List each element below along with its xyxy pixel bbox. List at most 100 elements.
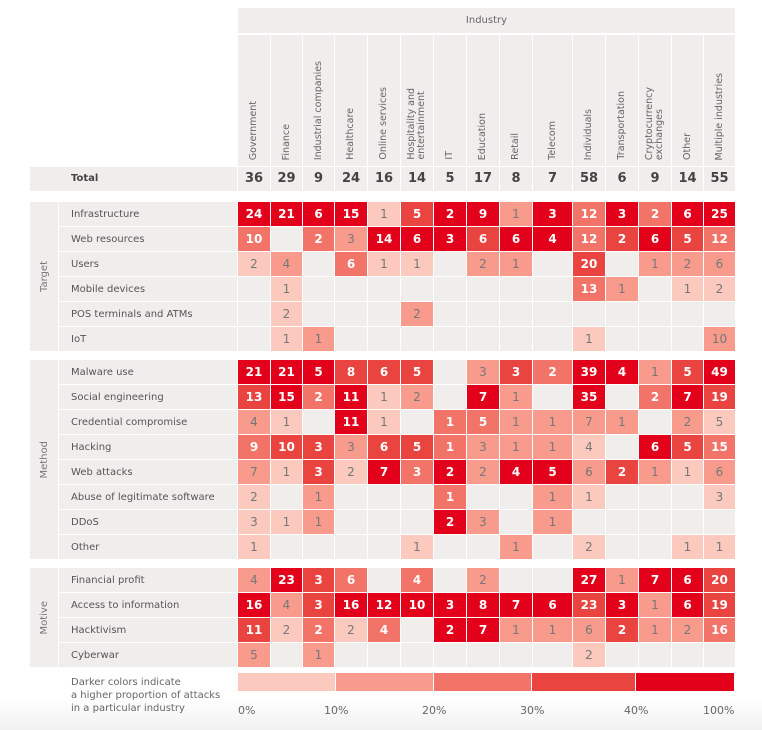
column-header: Government bbox=[238, 35, 270, 166]
heatmap-cell: 27 bbox=[573, 568, 605, 592]
heatmap-cell bbox=[401, 277, 433, 301]
row-label: Hacking bbox=[59, 435, 237, 459]
heatmap-cell: 6 bbox=[303, 202, 334, 226]
heatmap-cell: 1 bbox=[401, 252, 433, 276]
heatmap-cell: 1 bbox=[533, 410, 572, 434]
heatmap-cell bbox=[434, 535, 466, 559]
total-value: 14 bbox=[672, 167, 703, 191]
row-label: Users bbox=[59, 252, 237, 276]
heatmap-cell bbox=[238, 327, 270, 351]
heatmap-cell bbox=[467, 643, 499, 667]
heatmap-cell: 6 bbox=[672, 568, 703, 592]
heatmap-cell: 19 bbox=[704, 593, 735, 617]
column-header: Education bbox=[467, 35, 499, 166]
heatmap-cell: 1 bbox=[606, 277, 638, 301]
column-header-label: Transportation bbox=[616, 91, 627, 160]
heatmap-cell: 3 bbox=[500, 360, 532, 384]
heatmap-cell bbox=[639, 302, 671, 326]
heatmap-cell bbox=[434, 385, 466, 409]
heatmap-cell: 1 bbox=[606, 410, 638, 434]
legend-swatch bbox=[434, 673, 531, 691]
legend-swatch bbox=[636, 673, 734, 691]
heatmap-cell: 8 bbox=[467, 593, 499, 617]
column-header: Retail bbox=[500, 35, 532, 166]
heatmap-cell: 12 bbox=[573, 202, 605, 226]
row-label: Web attacks bbox=[59, 460, 237, 484]
heatmap-cell: 1 bbox=[434, 485, 466, 509]
heatmap-cell bbox=[434, 327, 466, 351]
heatmap-cell bbox=[573, 302, 605, 326]
column-header: Hospitality and entertainment bbox=[401, 35, 433, 166]
heatmap-cell bbox=[606, 327, 638, 351]
heatmap-cell: 5 bbox=[704, 410, 735, 434]
heatmap-cell: 6 bbox=[401, 227, 433, 251]
heatmap-cell: 35 bbox=[573, 385, 605, 409]
heatmap-cell bbox=[434, 568, 466, 592]
heatmap-cell: 39 bbox=[573, 360, 605, 384]
row-label: Hacktivism bbox=[59, 618, 237, 642]
heatmap-cell: 1 bbox=[368, 385, 400, 409]
heatmap-cell: 5 bbox=[533, 460, 572, 484]
heatmap-cell bbox=[672, 643, 703, 667]
heatmap-cell: 1 bbox=[500, 252, 532, 276]
heatmap-cell: 1 bbox=[500, 202, 532, 226]
heatmap-cell: 2 bbox=[401, 302, 433, 326]
row-label: Malware use bbox=[59, 360, 237, 384]
heatmap-cell bbox=[303, 410, 334, 434]
heatmap-cell: 9 bbox=[238, 435, 270, 459]
heatmap-cell bbox=[368, 535, 400, 559]
heatmap-cell: 23 bbox=[573, 593, 605, 617]
heatmap-cell bbox=[434, 252, 466, 276]
column-header-label: Telecom bbox=[546, 121, 558, 160]
heatmap-cell: 1 bbox=[303, 485, 334, 509]
total-value: 9 bbox=[639, 167, 671, 191]
heatmap-cell: 1 bbox=[639, 618, 671, 642]
heatmap-cell bbox=[401, 510, 433, 534]
heatmap-cell: 1 bbox=[672, 535, 703, 559]
total-value: 17 bbox=[467, 167, 499, 191]
heatmap-cell: 20 bbox=[573, 252, 605, 276]
heatmap-cell: 11 bbox=[335, 410, 367, 434]
heatmap-cell: 6 bbox=[639, 435, 671, 459]
heatmap-cell: 3 bbox=[606, 202, 638, 226]
heatmap-cell: 16 bbox=[704, 618, 735, 642]
row-label: Cyberwar bbox=[59, 643, 237, 667]
heatmap-cell: 2 bbox=[434, 510, 466, 534]
heatmap-cell: 7 bbox=[672, 385, 703, 409]
heatmap-cell bbox=[672, 302, 703, 326]
column-header-label: Industrial companies bbox=[312, 60, 324, 160]
total-value: 29 bbox=[271, 167, 302, 191]
heatmap-cell bbox=[368, 327, 400, 351]
heatmap-cell: 2 bbox=[704, 277, 735, 301]
heatmap-cell: 2 bbox=[303, 385, 334, 409]
heatmap-cell: 6 bbox=[672, 202, 703, 226]
total-value: 9 bbox=[303, 167, 334, 191]
heatmap-cell: 1 bbox=[500, 618, 532, 642]
heatmap-cell: 2 bbox=[271, 302, 302, 326]
heatmap-cell bbox=[533, 385, 572, 409]
heatmap-cell: 1 bbox=[303, 643, 334, 667]
heatmap-cell bbox=[533, 252, 572, 276]
legend-swatch bbox=[336, 673, 433, 691]
group-label-method: Method bbox=[30, 360, 58, 559]
heatmap-cell: 10 bbox=[271, 435, 302, 459]
heatmap-cell: 6 bbox=[573, 460, 605, 484]
heatmap-cell bbox=[303, 535, 334, 559]
heatmap-cell: 5 bbox=[672, 435, 703, 459]
heatmap-cell: 1 bbox=[500, 385, 532, 409]
heatmap-cell bbox=[368, 510, 400, 534]
heatmap-cell: 2 bbox=[606, 618, 638, 642]
legend-tick-label: 40% bbox=[624, 704, 649, 717]
heatmap-cell: 1 bbox=[672, 277, 703, 301]
column-header-label: Individuals bbox=[583, 108, 594, 160]
heatmap-cell: 1 bbox=[368, 202, 400, 226]
heatmap-cell bbox=[639, 277, 671, 301]
heatmap-cell: 4 bbox=[500, 460, 532, 484]
heatmap-cell bbox=[335, 535, 367, 559]
heatmap-cell: 12 bbox=[704, 227, 735, 251]
heatmap-cell bbox=[368, 643, 400, 667]
heatmap-cell bbox=[368, 302, 400, 326]
heatmap-cell: 16 bbox=[238, 593, 270, 617]
heatmap-cell: 2 bbox=[434, 460, 466, 484]
heatmap-cell: 1 bbox=[573, 485, 605, 509]
